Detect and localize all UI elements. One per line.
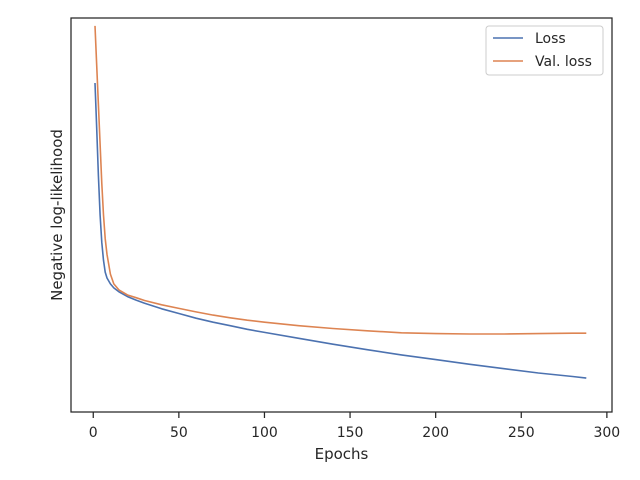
x-tick-label: 50 [170, 425, 188, 441]
x-tick-label: 300 [593, 425, 620, 441]
plot-lines [94, 25, 587, 379]
x-tick-label: 0 [89, 425, 98, 441]
legend: Loss Val. loss [485, 25, 604, 76]
x-tick-label: 100 [251, 425, 278, 441]
x-axis-ticks: 0 50 100 150 200 250 300 [89, 412, 620, 441]
x-axis-label: Epochs [315, 445, 369, 463]
x-tick-label: 200 [422, 425, 449, 441]
legend-label-val-loss: Val. loss [535, 54, 592, 70]
y-axis-label: Negative log-likelihood [48, 129, 66, 301]
plot-frame [70, 17, 613, 413]
series-line-loss [94, 82, 587, 379]
legend-label-loss: Loss [535, 31, 566, 47]
series-line-val-loss [94, 25, 587, 335]
x-tick-label: 150 [337, 425, 364, 441]
x-tick-label: 250 [508, 425, 535, 441]
